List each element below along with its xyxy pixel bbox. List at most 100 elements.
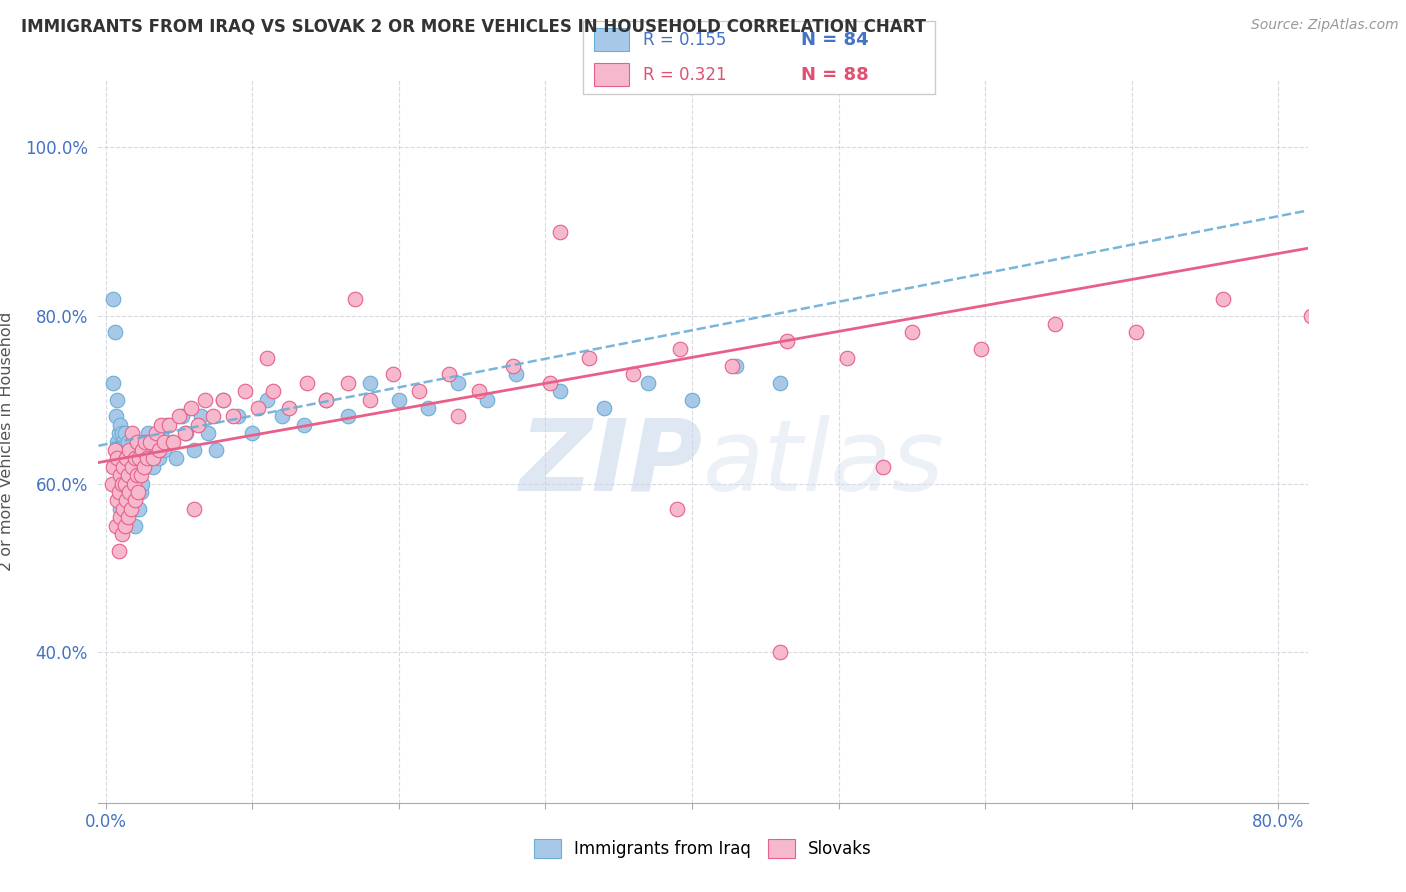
- Point: [124, 485, 146, 500]
- Point: [127, 451, 149, 466]
- Point: [170, 409, 193, 424]
- Point: [343, 292, 366, 306]
- Point: [669, 342, 692, 356]
- Point: [336, 376, 359, 390]
- Point: [256, 351, 278, 365]
- Point: [136, 426, 159, 441]
- Point: [505, 368, 527, 382]
- Point: [114, 476, 136, 491]
- Point: [1212, 292, 1234, 306]
- Point: [315, 392, 337, 407]
- Point: [121, 451, 143, 466]
- Point: [538, 376, 561, 390]
- Point: [1389, 267, 1406, 281]
- Point: [437, 368, 460, 382]
- Point: [212, 392, 235, 407]
- Point: [114, 426, 136, 441]
- Point: [122, 468, 145, 483]
- Point: [382, 368, 405, 382]
- Point: [315, 392, 337, 407]
- Point: [128, 501, 150, 516]
- Text: R = 0.321: R = 0.321: [644, 66, 727, 84]
- Point: [108, 476, 131, 491]
- Point: [114, 459, 136, 474]
- Point: [101, 459, 124, 474]
- Point: [176, 426, 198, 441]
- Point: [153, 442, 176, 457]
- Point: [118, 451, 141, 466]
- Point: [446, 376, 468, 390]
- Point: [107, 392, 129, 407]
- Point: [129, 451, 152, 466]
- Point: [110, 417, 132, 432]
- Point: [145, 434, 167, 449]
- Point: [111, 476, 134, 491]
- Point: [160, 434, 183, 449]
- Point: [1299, 309, 1322, 323]
- Point: [388, 392, 411, 407]
- Point: [125, 501, 148, 516]
- Point: [148, 442, 170, 457]
- Point: [125, 468, 148, 483]
- Point: [117, 468, 139, 483]
- Point: [121, 485, 143, 500]
- Point: [502, 359, 524, 373]
- Point: [724, 359, 747, 373]
- Point: [194, 392, 217, 407]
- Point: [135, 451, 157, 466]
- Point: [115, 451, 138, 466]
- Point: [111, 426, 134, 441]
- Point: [110, 501, 132, 516]
- Point: [156, 417, 179, 432]
- Point: [131, 442, 153, 457]
- Point: [115, 442, 138, 457]
- Point: [118, 485, 141, 500]
- Point: [174, 426, 197, 441]
- Point: [212, 392, 235, 407]
- Point: [122, 476, 145, 491]
- Point: [593, 401, 616, 415]
- Point: [134, 434, 156, 449]
- Point: [120, 501, 142, 516]
- Point: [204, 442, 226, 457]
- Point: [108, 485, 131, 500]
- Point: [117, 501, 139, 516]
- Point: [115, 493, 138, 508]
- Point: [118, 442, 141, 457]
- Y-axis label: 2 or more Vehicles in Household: 2 or more Vehicles in Household: [0, 312, 14, 571]
- Point: [118, 485, 141, 500]
- Point: [1045, 317, 1067, 331]
- Point: [970, 342, 993, 356]
- Point: [103, 326, 125, 340]
- Text: Source: ZipAtlas.com: Source: ZipAtlas.com: [1251, 18, 1399, 32]
- Text: atlas: atlas: [703, 415, 945, 512]
- Text: R = 0.155: R = 0.155: [644, 30, 727, 48]
- Point: [446, 409, 468, 424]
- Point: [107, 493, 129, 508]
- Point: [114, 518, 136, 533]
- Text: IMMIGRANTS FROM IRAQ VS SLOVAK 2 OR MORE VEHICLES IN HOUSEHOLD CORRELATION CHART: IMMIGRANTS FROM IRAQ VS SLOVAK 2 OR MORE…: [21, 18, 927, 36]
- Point: [100, 476, 122, 491]
- Point: [134, 434, 156, 449]
- Point: [107, 434, 129, 449]
- Point: [131, 442, 153, 457]
- Point: [135, 451, 157, 466]
- Point: [145, 426, 167, 441]
- Point: [150, 426, 173, 441]
- Point: [468, 384, 491, 398]
- Point: [125, 434, 148, 449]
- FancyBboxPatch shape: [593, 63, 630, 87]
- Point: [105, 518, 128, 533]
- Point: [359, 376, 381, 390]
- Point: [128, 468, 150, 483]
- Point: [124, 493, 146, 508]
- Point: [418, 401, 440, 415]
- Point: [226, 409, 249, 424]
- Point: [720, 359, 742, 373]
- Point: [183, 442, 205, 457]
- Point: [142, 451, 165, 466]
- Point: [129, 468, 152, 483]
- Point: [138, 442, 160, 457]
- Point: [247, 401, 270, 415]
- Legend: Immigrants from Iraq, Slovaks: Immigrants from Iraq, Slovaks: [526, 830, 880, 867]
